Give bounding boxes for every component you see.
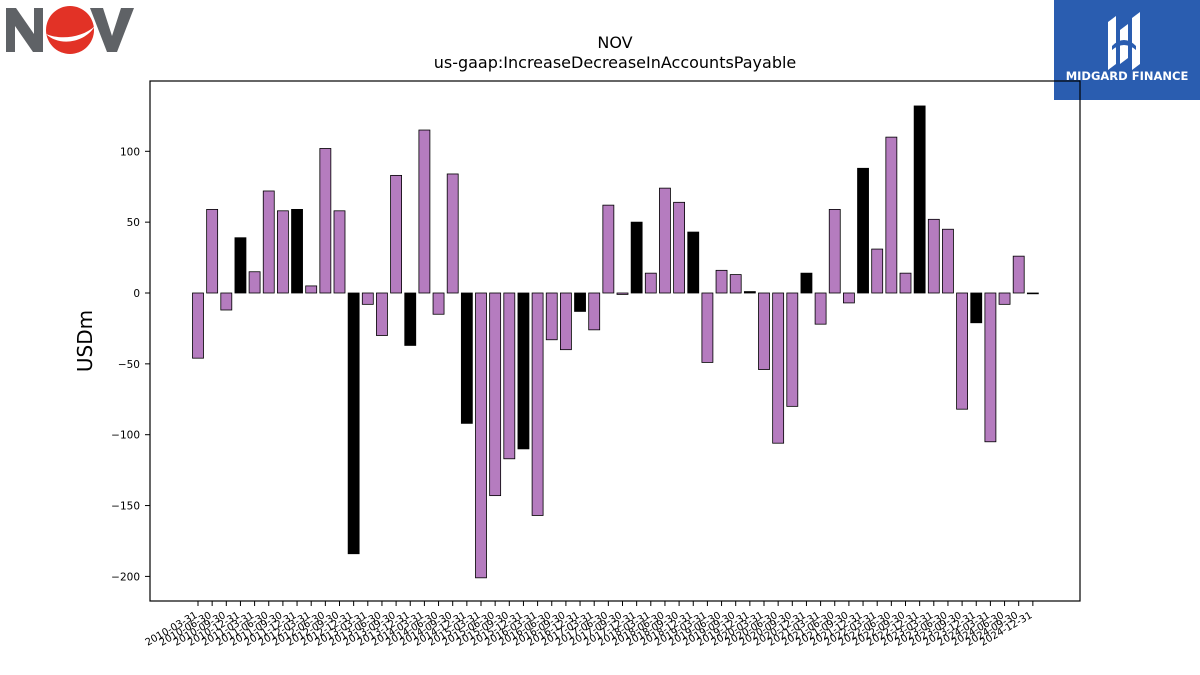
bar-2023-06-30 xyxy=(942,228,954,294)
bar-2013-03-31 xyxy=(361,292,374,305)
bar-2020-06-30 xyxy=(772,292,785,444)
bar-2015-06-30 xyxy=(489,292,502,497)
bar-2016-03-31 xyxy=(531,292,544,516)
y-axis-label: USDm xyxy=(73,310,97,372)
bar-2024-06-30 xyxy=(998,292,1011,305)
bar-2019-09-30 xyxy=(729,274,742,294)
bar-2014-03-31 xyxy=(418,129,431,294)
y-tick-label: 50 xyxy=(127,217,140,229)
bar-2018-06-30 xyxy=(659,187,671,294)
bar-2023-12-31 xyxy=(970,292,983,324)
y-tick-label: −100 xyxy=(111,430,140,442)
bar-2012-12-31 xyxy=(347,292,360,555)
bar-2024-09-30 xyxy=(1012,255,1025,294)
bar-2011-03-31 xyxy=(248,271,261,294)
bar-2014-09-30 xyxy=(446,173,459,294)
y-tick-label: −50 xyxy=(118,359,140,371)
bar-2013-09-30 xyxy=(390,174,403,294)
bar-2014-12-31 xyxy=(460,292,473,424)
bars-group xyxy=(192,105,1039,579)
midgard-logo-text: MIDGARD FINANCE xyxy=(1066,69,1189,83)
y-axis-ticks: 100 50 0 −50 −100 −150 −200 xyxy=(111,146,150,583)
bar-2010-09-30 xyxy=(220,292,233,311)
bar-2022-09-30 xyxy=(899,272,912,294)
bar-2016-12-31 xyxy=(574,292,586,312)
bar-2015-09-30 xyxy=(503,292,516,460)
bar-2022-03-31 xyxy=(871,248,884,294)
bar-2019-06-30 xyxy=(715,269,728,294)
chart-title: NOV xyxy=(597,33,632,52)
y-tick-label: −200 xyxy=(111,571,140,583)
bar-2020-12-31 xyxy=(800,272,813,294)
bar-2016-06-30 xyxy=(545,292,558,341)
bar-2021-12-31 xyxy=(857,167,869,294)
bar-2017-12-31 xyxy=(630,221,643,294)
bar-2019-03-31 xyxy=(701,292,714,363)
bar-2010-12-31 xyxy=(234,237,247,294)
bar-2021-03-31 xyxy=(814,292,827,325)
bar-2010-03-31 xyxy=(192,292,204,359)
bar-2020-03-31 xyxy=(758,292,770,370)
bar-2013-12-31 xyxy=(404,292,417,346)
bar-2017-06-30 xyxy=(602,204,615,294)
y-tick-label: 0 xyxy=(133,288,140,300)
midgard-logo-mark-cut xyxy=(1112,40,1136,50)
bar-2020-09-30 xyxy=(786,292,799,407)
nov-logo-disc xyxy=(46,6,94,54)
bar-2011-06-30 xyxy=(262,190,275,294)
bar-2018-09-30 xyxy=(673,201,685,294)
bar-2014-06-30 xyxy=(432,292,445,315)
bar-2018-03-31 xyxy=(644,272,657,294)
bar-2012-09-30 xyxy=(333,210,346,294)
bar-2011-09-30 xyxy=(276,210,289,294)
bar-2021-09-30 xyxy=(843,292,855,304)
nov-logo xyxy=(6,6,134,54)
bar-2015-03-31 xyxy=(475,292,487,579)
bar-2013-06-30 xyxy=(376,292,388,336)
bar-2012-06-30 xyxy=(319,148,332,294)
chart-subtitle: us-gaap:IncreaseDecreaseInAccountsPayabl… xyxy=(434,53,797,72)
bar-2010-06-30 xyxy=(206,208,219,294)
bar-2018-12-31 xyxy=(687,231,700,294)
bar-2021-06-30 xyxy=(828,208,841,294)
y-tick-label: −150 xyxy=(111,501,140,513)
y-tick-label: 100 xyxy=(120,146,140,158)
bar-2022-12-31 xyxy=(913,105,926,294)
bar-2019-12-31 xyxy=(743,291,756,294)
bar-2017-03-31 xyxy=(588,292,601,331)
midgard-finance-logo: MIDGARD FINANCE xyxy=(1054,0,1200,100)
bar-2024-03-31 xyxy=(984,292,997,443)
bar-2023-09-30 xyxy=(956,292,968,410)
bar-2011-12-31 xyxy=(291,208,303,294)
bar-2016-09-30 xyxy=(560,292,572,351)
bar-2023-03-31 xyxy=(927,218,940,294)
bar-2017-09-30 xyxy=(616,292,629,295)
bar-2024-12-31 xyxy=(1026,292,1039,295)
x-axis-ticks: 2010-03-312010-06-302010-09-302010-12-31… xyxy=(144,601,1034,649)
midgard-logo-graphic: MIDGARD FINANCE xyxy=(1054,0,1200,100)
nov-logo-letter-n xyxy=(6,8,43,52)
nov-logo-swoosh xyxy=(46,26,95,42)
nov-logo-letter-v xyxy=(90,8,134,52)
bar-2015-12-31 xyxy=(517,292,530,450)
plot-frame xyxy=(149,80,1081,602)
bar-2022-06-30 xyxy=(885,136,898,294)
bar-2012-03-31 xyxy=(305,285,318,294)
